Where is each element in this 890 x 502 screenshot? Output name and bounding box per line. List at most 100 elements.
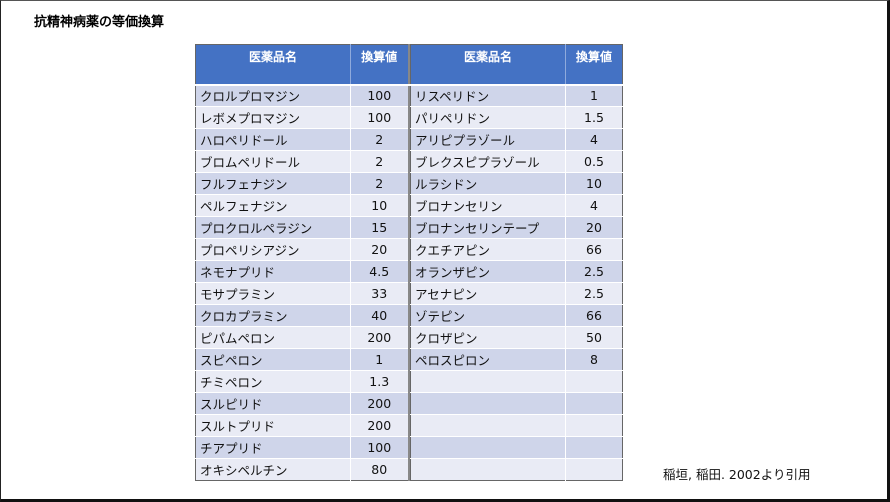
drug-name-cell: クロカプラミン bbox=[195, 304, 351, 327]
drug-name-cell: クエチアピン bbox=[410, 238, 566, 261]
table-row: ブロナンセリン 4 bbox=[410, 194, 623, 217]
table-row: スルピリド 200 bbox=[195, 392, 409, 415]
conversion-value-cell: 66 bbox=[565, 238, 623, 261]
conversion-value-cell: 8 bbox=[565, 348, 623, 371]
table-row: アセナピン 2.5 bbox=[410, 282, 623, 305]
table-row: チアプリド 100 bbox=[195, 436, 409, 459]
table-row: スルトプリド 200 bbox=[195, 414, 409, 437]
table-row: クロザピン 50 bbox=[410, 326, 623, 349]
drug-name-cell: スピペロン bbox=[195, 348, 351, 371]
table-row: ペルフェナジン 10 bbox=[195, 194, 409, 217]
header-drug-name: 医薬品名 bbox=[195, 44, 351, 85]
drug-name-cell: ルラシドン bbox=[410, 172, 566, 195]
drug-name-cell: アリピプラゾール bbox=[410, 128, 566, 151]
table-row: ルラシドン 10 bbox=[410, 172, 623, 195]
drug-name-cell: オランザピン bbox=[410, 260, 566, 283]
drug-name-cell: オキシペルチン bbox=[195, 458, 351, 481]
table-row: リスペリドン 1 bbox=[410, 83, 623, 107]
conversion-table-right: 医薬品名 換算値 リスペリドン 1 パリペリドン 1.5 アリピプラゾール 4 ブレクスピプ… bbox=[410, 44, 623, 481]
drug-name-cell: ゾテピン bbox=[410, 304, 566, 327]
conversion-value-cell: 4.5 bbox=[350, 260, 409, 283]
drug-name-cell: アセナピン bbox=[410, 282, 566, 305]
conversion-value-cell bbox=[565, 392, 623, 415]
drug-name-cell: ペルフェナジン bbox=[195, 194, 351, 217]
conversion-value-cell: 1 bbox=[350, 348, 409, 371]
table-row bbox=[410, 436, 623, 459]
table-row bbox=[410, 458, 623, 481]
drug-name-cell: スルピリド bbox=[195, 392, 351, 415]
drug-name-cell bbox=[410, 436, 566, 459]
drug-name-cell: モサプラミン bbox=[195, 282, 351, 305]
conversion-value-cell: 10 bbox=[565, 172, 623, 195]
conversion-value-cell: 20 bbox=[350, 238, 409, 261]
conversion-value-cell: 100 bbox=[350, 83, 409, 107]
table-row: クロカプラミン 40 bbox=[195, 304, 409, 327]
conversion-value-cell: 15 bbox=[350, 216, 409, 239]
table-row: ペロスピロン 8 bbox=[410, 348, 623, 371]
table-row: モサプラミン 33 bbox=[195, 282, 409, 305]
drug-name-cell bbox=[410, 392, 566, 415]
table-row: オランザピン 2.5 bbox=[410, 260, 623, 283]
table-row: ブレクスピプラゾール 0.5 bbox=[410, 150, 623, 173]
table-row: ネモナプリド 4.5 bbox=[195, 260, 409, 283]
conversion-value-cell: 2 bbox=[350, 150, 409, 173]
conversion-table-left: 医薬品名 換算値 クロルプロマジン 100 レボメプロマジン 100 ハロペリドール 2 ブ… bbox=[195, 44, 410, 481]
conversion-value-cell: 10 bbox=[350, 194, 409, 217]
conversion-value-cell: 100 bbox=[350, 106, 409, 129]
table-row: アリピプラゾール 4 bbox=[410, 128, 623, 151]
conversion-value-cell: 0.5 bbox=[565, 150, 623, 173]
drug-name-cell: チアプリド bbox=[195, 436, 351, 459]
conversion-value-cell: 1 bbox=[565, 83, 623, 107]
conversion-value-cell: 40 bbox=[350, 304, 409, 327]
conversion-value-cell: 33 bbox=[350, 282, 409, 305]
drug-name-cell: ハロペリドール bbox=[195, 128, 351, 151]
table-row: チミペロン 1.3 bbox=[195, 370, 409, 393]
conversion-value-cell: 20 bbox=[565, 216, 623, 239]
table-row: ピパムペロン 200 bbox=[195, 326, 409, 349]
table-row: スピペロン 1 bbox=[195, 348, 409, 371]
drug-name-cell: スルトプリド bbox=[195, 414, 351, 437]
slide-title: 抗精神病薬の等価換算 bbox=[34, 15, 165, 30]
drug-name-cell: フルフェナジン bbox=[195, 172, 351, 195]
drug-name-cell: パリペリドン bbox=[410, 106, 566, 129]
drug-name-cell: レボメプロマジン bbox=[195, 106, 351, 129]
conversion-value-cell: 1.5 bbox=[565, 106, 623, 129]
conversion-value-cell bbox=[565, 458, 623, 481]
drug-name-cell bbox=[410, 414, 566, 437]
drug-name-cell: ネモナプリド bbox=[195, 260, 351, 283]
table-row: パリペリドン 1.5 bbox=[410, 106, 623, 129]
conversion-value-cell: 200 bbox=[350, 414, 409, 437]
conversion-value-cell: 200 bbox=[350, 326, 409, 349]
table-row: クロルプロマジン 100 bbox=[195, 83, 409, 107]
header-conversion-value: 換算値 bbox=[565, 44, 623, 85]
drug-name-cell: ペロスピロン bbox=[410, 348, 566, 371]
conversion-value-cell bbox=[565, 370, 623, 393]
table-row: オキシペルチン 80 bbox=[195, 458, 409, 481]
conversion-value-cell: 200 bbox=[350, 392, 409, 415]
drug-name-cell bbox=[410, 458, 566, 481]
table-row: プロクロルペラジン 15 bbox=[195, 216, 409, 239]
table-row: レボメプロマジン 100 bbox=[195, 106, 409, 129]
conversion-value-cell bbox=[565, 414, 623, 437]
drug-name-cell: ブロナンセリンテープ bbox=[410, 216, 566, 239]
drug-name-cell: チミペロン bbox=[195, 370, 351, 393]
drug-name-cell: クロルプロマジン bbox=[195, 83, 351, 107]
table-row: ブロナンセリンテープ 20 bbox=[410, 216, 623, 239]
conversion-value-cell: 2 bbox=[350, 172, 409, 195]
conversion-value-cell: 4 bbox=[565, 194, 623, 217]
conversion-value-cell bbox=[565, 436, 623, 459]
conversion-value-cell: 1.3 bbox=[350, 370, 409, 393]
drug-name-cell: ブレクスピプラゾール bbox=[410, 150, 566, 173]
table-row bbox=[410, 414, 623, 437]
drug-name-cell bbox=[410, 370, 566, 393]
conversion-value-cell: 66 bbox=[565, 304, 623, 327]
drug-name-cell: ブロナンセリン bbox=[410, 194, 566, 217]
drug-name-cell: ピパムペロン bbox=[195, 326, 351, 349]
conversion-value-cell: 4 bbox=[565, 128, 623, 151]
conversion-value-cell: 2 bbox=[350, 128, 409, 151]
table-row: ブロムペリドール 2 bbox=[195, 150, 409, 173]
drug-name-cell: プロペリシアジン bbox=[195, 238, 351, 261]
drug-name-cell: プロクロルペラジン bbox=[195, 216, 351, 239]
citation: 稲垣, 稲田. 2002より引用 bbox=[663, 467, 811, 482]
conversion-value-cell: 100 bbox=[350, 436, 409, 459]
